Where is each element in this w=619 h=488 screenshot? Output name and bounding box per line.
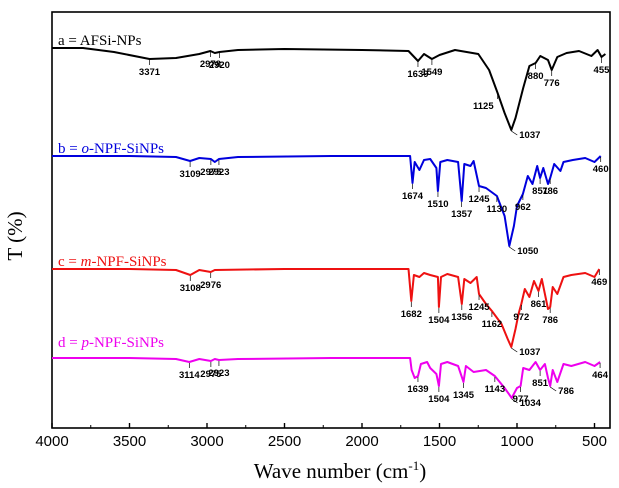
series-line-2 xyxy=(52,155,602,247)
x-axis-label: Wave number (cm-1) xyxy=(254,458,426,483)
peak-label: 1639 xyxy=(407,69,428,80)
peak-leader-line xyxy=(509,246,516,252)
peak-label: 2923 xyxy=(208,167,229,178)
peak-label: 1143 xyxy=(485,384,506,395)
peak-label: 1504 xyxy=(428,394,450,405)
peak-label: 455 xyxy=(594,65,611,76)
peak-label: 851 xyxy=(532,378,549,389)
series-label-italic: p xyxy=(80,335,89,351)
peak-label: 1050 xyxy=(517,246,538,257)
series-label-italic: o xyxy=(81,141,89,157)
series-label-3: c = m-NPF-SiNPs xyxy=(58,254,167,270)
peak-label: 2920 xyxy=(209,60,230,71)
peak-label: 1549 xyxy=(421,67,442,78)
series-label-2: b = o-NPF-SiNPs xyxy=(58,141,164,157)
peak-label: 1674 xyxy=(402,191,424,202)
x-tick-label: 4000 xyxy=(35,433,68,450)
x-tick-label: 1000 xyxy=(500,433,533,450)
peak-label: 1130 xyxy=(487,204,508,215)
peak-label: 469 xyxy=(591,277,607,288)
peak-label: 1037 xyxy=(519,347,540,358)
peak-label: 1037 xyxy=(519,130,540,141)
peak-label: 1504 xyxy=(428,315,450,326)
plot-border xyxy=(51,11,611,429)
series-label-rest: -NPF-SiNPs xyxy=(89,141,164,157)
series-label-prefix: a = xyxy=(58,33,80,49)
series-layer xyxy=(52,47,607,399)
peak-label: 880 xyxy=(528,71,544,82)
peak-label: 464 xyxy=(592,370,609,381)
peak-label: 2976 xyxy=(200,280,221,291)
peak-label: 786 xyxy=(558,386,574,397)
peak-leader-line xyxy=(511,347,518,353)
x-tick-label: 500 xyxy=(582,433,607,450)
peak-label: 1345 xyxy=(453,390,475,401)
peak-label: 2978 xyxy=(200,59,221,70)
peak-label: 3114 xyxy=(179,370,200,381)
x-tick-label: 1500 xyxy=(423,433,456,450)
peak-label: 776 xyxy=(544,78,560,89)
series-label-italic: m xyxy=(81,254,92,270)
peak-label: 3108 xyxy=(180,283,201,294)
peak-label: 962 xyxy=(515,202,531,213)
peak-label: 851 xyxy=(532,186,549,197)
peak-label: 1245 xyxy=(468,302,490,313)
x-tick-label: 3000 xyxy=(190,433,223,450)
peak-label: 1639 xyxy=(407,384,428,395)
series-label-prefix: c = xyxy=(58,254,81,270)
peak-label: 786 xyxy=(542,315,558,326)
chart-frame xyxy=(51,11,611,429)
peak-label: 861 xyxy=(531,299,548,310)
peak-label: 2923 xyxy=(208,368,229,379)
peak-label: 786 xyxy=(542,186,558,197)
series-label-rest: -NPF-SiNPs xyxy=(91,254,166,270)
x-axis: 4000 3500 3000 2500 2000 1500 1000 500 xyxy=(35,423,607,450)
peak-label: 460 xyxy=(593,164,609,175)
series-line-1 xyxy=(52,47,607,131)
series-label-4: d = p-NPF-SiNPs xyxy=(58,335,164,351)
peak-label: 972 xyxy=(513,312,529,323)
peak-label: 3109 xyxy=(180,169,201,180)
x-tick-label: 2500 xyxy=(268,433,301,450)
x-axis-label-superscript: -1 xyxy=(408,458,419,473)
y-axis-label: T (%) xyxy=(3,211,27,260)
peak-leader-line xyxy=(511,398,518,404)
peak-label: 977 xyxy=(513,394,529,405)
peak-label: 1356 xyxy=(451,312,472,323)
peak-label: 2975 xyxy=(200,167,222,178)
peak-label: 1682 xyxy=(401,309,422,320)
peak-label: 1125 xyxy=(473,101,494,112)
peak-label: 1034 xyxy=(520,398,542,409)
series-line-4 xyxy=(52,357,601,399)
peak-label: 1510 xyxy=(427,199,448,210)
series-label-rest: AFSi-NPs xyxy=(80,33,142,49)
x-tick-label: 3500 xyxy=(113,433,146,450)
series-label-1: a = AFSi-NPs xyxy=(58,33,142,49)
series-label-rest: -NPF-SiNPs xyxy=(89,335,164,351)
series-label-prefix: b = xyxy=(58,141,81,157)
label-layer: a = AFSi-NPs3371297829201639154911251037… xyxy=(58,33,610,409)
x-tick-label: 2000 xyxy=(345,433,378,450)
x-axis-label-main: Wave number (cm xyxy=(254,459,409,483)
series-line-3 xyxy=(52,268,601,348)
peak-label: 3371 xyxy=(139,67,161,78)
x-axis-label-close: ) xyxy=(419,459,426,483)
peak-leader-line xyxy=(511,130,518,136)
peak-label: 1357 xyxy=(451,209,472,220)
peak-label: 2975 xyxy=(200,369,222,380)
series-label-prefix: d = xyxy=(58,335,81,351)
peak-leader-line xyxy=(549,386,557,392)
peak-label: 1162 xyxy=(482,319,503,330)
peak-label: 1245 xyxy=(468,194,490,205)
